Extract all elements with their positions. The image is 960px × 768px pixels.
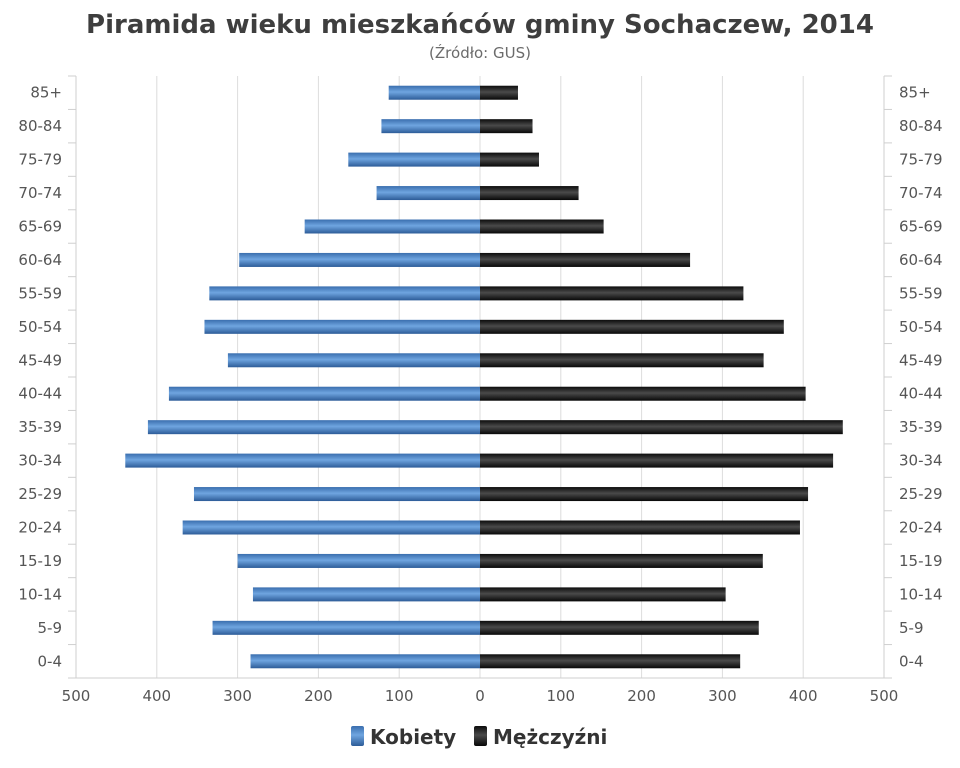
x-tick-label: 200 (627, 687, 656, 705)
y-tick-label-left: 55-59 (18, 284, 62, 302)
x-tick-label: 100 (546, 687, 575, 705)
y-tick-label-right: 15-19 (899, 552, 943, 570)
chart-title: Piramida wieku mieszkańców gminy Sochacz… (86, 10, 874, 40)
y-tick-label-left: 0-4 (38, 652, 63, 670)
bar-kobiety-35-39 (147, 420, 481, 435)
y-tick-label-right: 55-59 (899, 284, 943, 302)
y-tick-label-left: 30-34 (18, 452, 62, 470)
bar-kobiety-10-14 (252, 587, 480, 602)
y-tick-label-left: 85+ (30, 84, 62, 102)
bar-mezczyzni-55-59 (480, 286, 744, 301)
y-tick-labels-right: 85+ 80-84 75-79 70-74 65-69 60-64 55-59 50-54 45… (899, 84, 943, 671)
axes (68, 75, 892, 679)
bar-kobiety-45-49 (227, 353, 480, 368)
x-tick-label: 400 (142, 687, 171, 705)
y-tick-label-right: 30-34 (899, 452, 943, 470)
y-tick-label-left: 10-14 (18, 585, 62, 603)
bar-mezczyzni-10-14 (480, 587, 726, 602)
bars (125, 85, 843, 669)
bar-mezczyzni-0-4 (480, 654, 741, 669)
bar-mezczyzni-30-34 (480, 453, 834, 468)
gridlines (156, 76, 804, 678)
legend-swatch-kobiety (351, 726, 364, 746)
y-tick-label-right: 60-64 (899, 251, 943, 269)
bar-mezczyzni-40-44 (480, 386, 806, 401)
x-tick-label: 200 (304, 687, 333, 705)
x-tick-labels: 500 400 300 200 100 0 100 200 300 400 500 (62, 687, 899, 705)
bar-mezczyzni-35-39 (480, 420, 843, 435)
bar-kobiety-75-79 (348, 152, 480, 167)
y-tick-label-left: 75-79 (18, 151, 62, 169)
y-tick-label-left: 45-49 (18, 351, 62, 369)
x-tick-label: 400 (789, 687, 818, 705)
y-tick-label-right: 75-79 (899, 151, 943, 169)
bar-kobiety-65-69 (304, 219, 480, 234)
bar-kobiety-5-9 (212, 620, 480, 635)
chart-subtitle: (Źródło: GUS) (429, 43, 531, 62)
y-tick-label-right: 65-69 (899, 218, 943, 236)
bar-mezczyzni-50-54 (480, 319, 784, 334)
y-tick-label-right: 5-9 (899, 619, 924, 637)
y-tick-labels-left: 85+ 80-84 75-79 70-74 65-69 60-64 55-59 50-54 45… (18, 84, 62, 671)
y-tick-label-right: 35-39 (899, 418, 943, 436)
y-tick-label-right: 45-49 (899, 351, 943, 369)
legend-label-mezczyzni: Mężczyźni (493, 725, 607, 749)
bar-kobiety-25-29 (193, 487, 480, 502)
y-tick-label-left: 20-24 (18, 519, 62, 537)
y-tick-label-right: 10-14 (899, 585, 943, 603)
y-tick-label-right: 85+ (899, 84, 931, 102)
bar-mezczyzni-5-9 (480, 620, 759, 635)
x-tick-label: 0 (475, 687, 485, 705)
bar-kobiety-40-44 (168, 386, 481, 401)
bar-mezczyzni-70-74 (480, 186, 579, 201)
y-tick-label-right: 20-24 (899, 519, 943, 537)
bar-kobiety-15-19 (237, 553, 480, 568)
bar-kobiety-50-54 (204, 319, 481, 334)
bar-kobiety-70-74 (376, 186, 480, 201)
y-tick-label-right: 70-74 (899, 184, 943, 202)
bar-kobiety-55-59 (209, 286, 480, 301)
bar-kobiety-0-4 (250, 654, 480, 669)
bar-mezczyzni-45-49 (480, 353, 764, 368)
y-tick-label-left: 70-74 (18, 184, 62, 202)
y-tick-label-left: 5-9 (38, 619, 63, 637)
y-tick-label-left: 65-69 (18, 218, 62, 236)
y-tick-label-left: 15-19 (18, 552, 62, 570)
bar-mezczyzni-80-84 (480, 119, 533, 134)
legend: Kobiety Mężczyźni (351, 725, 607, 749)
x-tick-label: 100 (385, 687, 414, 705)
x-tick-label: 500 (870, 687, 899, 705)
x-tick-label: 500 (62, 687, 91, 705)
legend-swatch-mezczyzni (474, 726, 487, 746)
y-tick-label-left: 35-39 (18, 418, 62, 436)
y-tick-label-left: 40-44 (18, 385, 62, 403)
y-tick-label-right: 25-29 (899, 485, 943, 503)
bar-mezczyzni-25-29 (480, 487, 809, 502)
y-tick-label-right: 80-84 (899, 117, 943, 135)
bar-mezczyzni-60-64 (480, 252, 691, 267)
bar-mezczyzni-85+ (480, 85, 518, 100)
bar-mezczyzni-65-69 (480, 219, 604, 234)
x-tick-label: 300 (708, 687, 737, 705)
bar-kobiety-85+ (388, 85, 480, 100)
y-tick-label-left: 80-84 (18, 117, 62, 135)
bar-kobiety-60-64 (239, 252, 480, 267)
bar-mezczyzni-15-19 (480, 553, 763, 568)
x-tick-label: 300 (223, 687, 252, 705)
y-tick-label-left: 50-54 (18, 318, 62, 336)
y-tick-label-right: 50-54 (899, 318, 943, 336)
legend-label-kobiety: Kobiety (370, 725, 456, 749)
bar-kobiety-80-84 (381, 119, 480, 134)
y-tick-label-left: 25-29 (18, 485, 62, 503)
bar-mezczyzni-20-24 (480, 520, 800, 535)
bar-mezczyzni-75-79 (480, 152, 539, 167)
y-tick-label-left: 60-64 (18, 251, 62, 269)
y-tick-label-right: 40-44 (899, 385, 943, 403)
bar-kobiety-20-24 (182, 520, 480, 535)
bar-kobiety-30-34 (125, 453, 481, 468)
y-tick-label-right: 0-4 (899, 652, 924, 670)
